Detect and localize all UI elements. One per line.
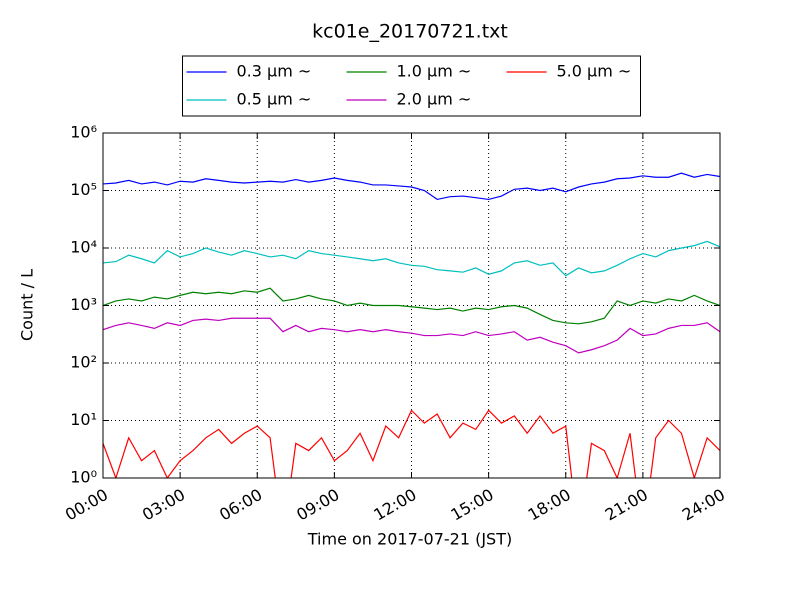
legend-box (182, 55, 641, 117)
legend-label: 1.0 μm ~ (397, 62, 472, 81)
y-axis-label: Count / L (18, 269, 37, 341)
y-tick-label: 10³ (70, 295, 97, 314)
series-line (103, 287, 720, 325)
series-line (103, 317, 720, 354)
y-tick-label: 10⁵ (70, 180, 97, 199)
plot-lines (103, 172, 720, 478)
x-axis-label: Time on 2017-07-21 (JST) (307, 530, 512, 549)
legend-label: 0.5 μm ~ (237, 90, 312, 109)
legend-label: 0.3 μm ~ (237, 62, 312, 81)
series-line (103, 409, 720, 478)
legend-label: 2.0 μm ~ (397, 90, 472, 109)
series-line (103, 172, 720, 201)
y-tick-label: 10⁴ (70, 238, 97, 257)
legend: 0.3 μm ~ 0.5 μm ~ 1.0 μm ~ 2.0 μm ~ 5.0 μm ~ (182, 55, 641, 117)
y-tick-label: 10⁰ (70, 468, 97, 487)
series-line (103, 240, 720, 277)
y-tick-label: 10¹ (70, 410, 97, 429)
chart-title: kc01e_20170721.txt (312, 21, 508, 43)
y-tick-label: 10⁶ (70, 123, 97, 142)
legend-label: 5.0 μm ~ (557, 62, 632, 81)
y-tick-label: 10² (70, 353, 97, 372)
